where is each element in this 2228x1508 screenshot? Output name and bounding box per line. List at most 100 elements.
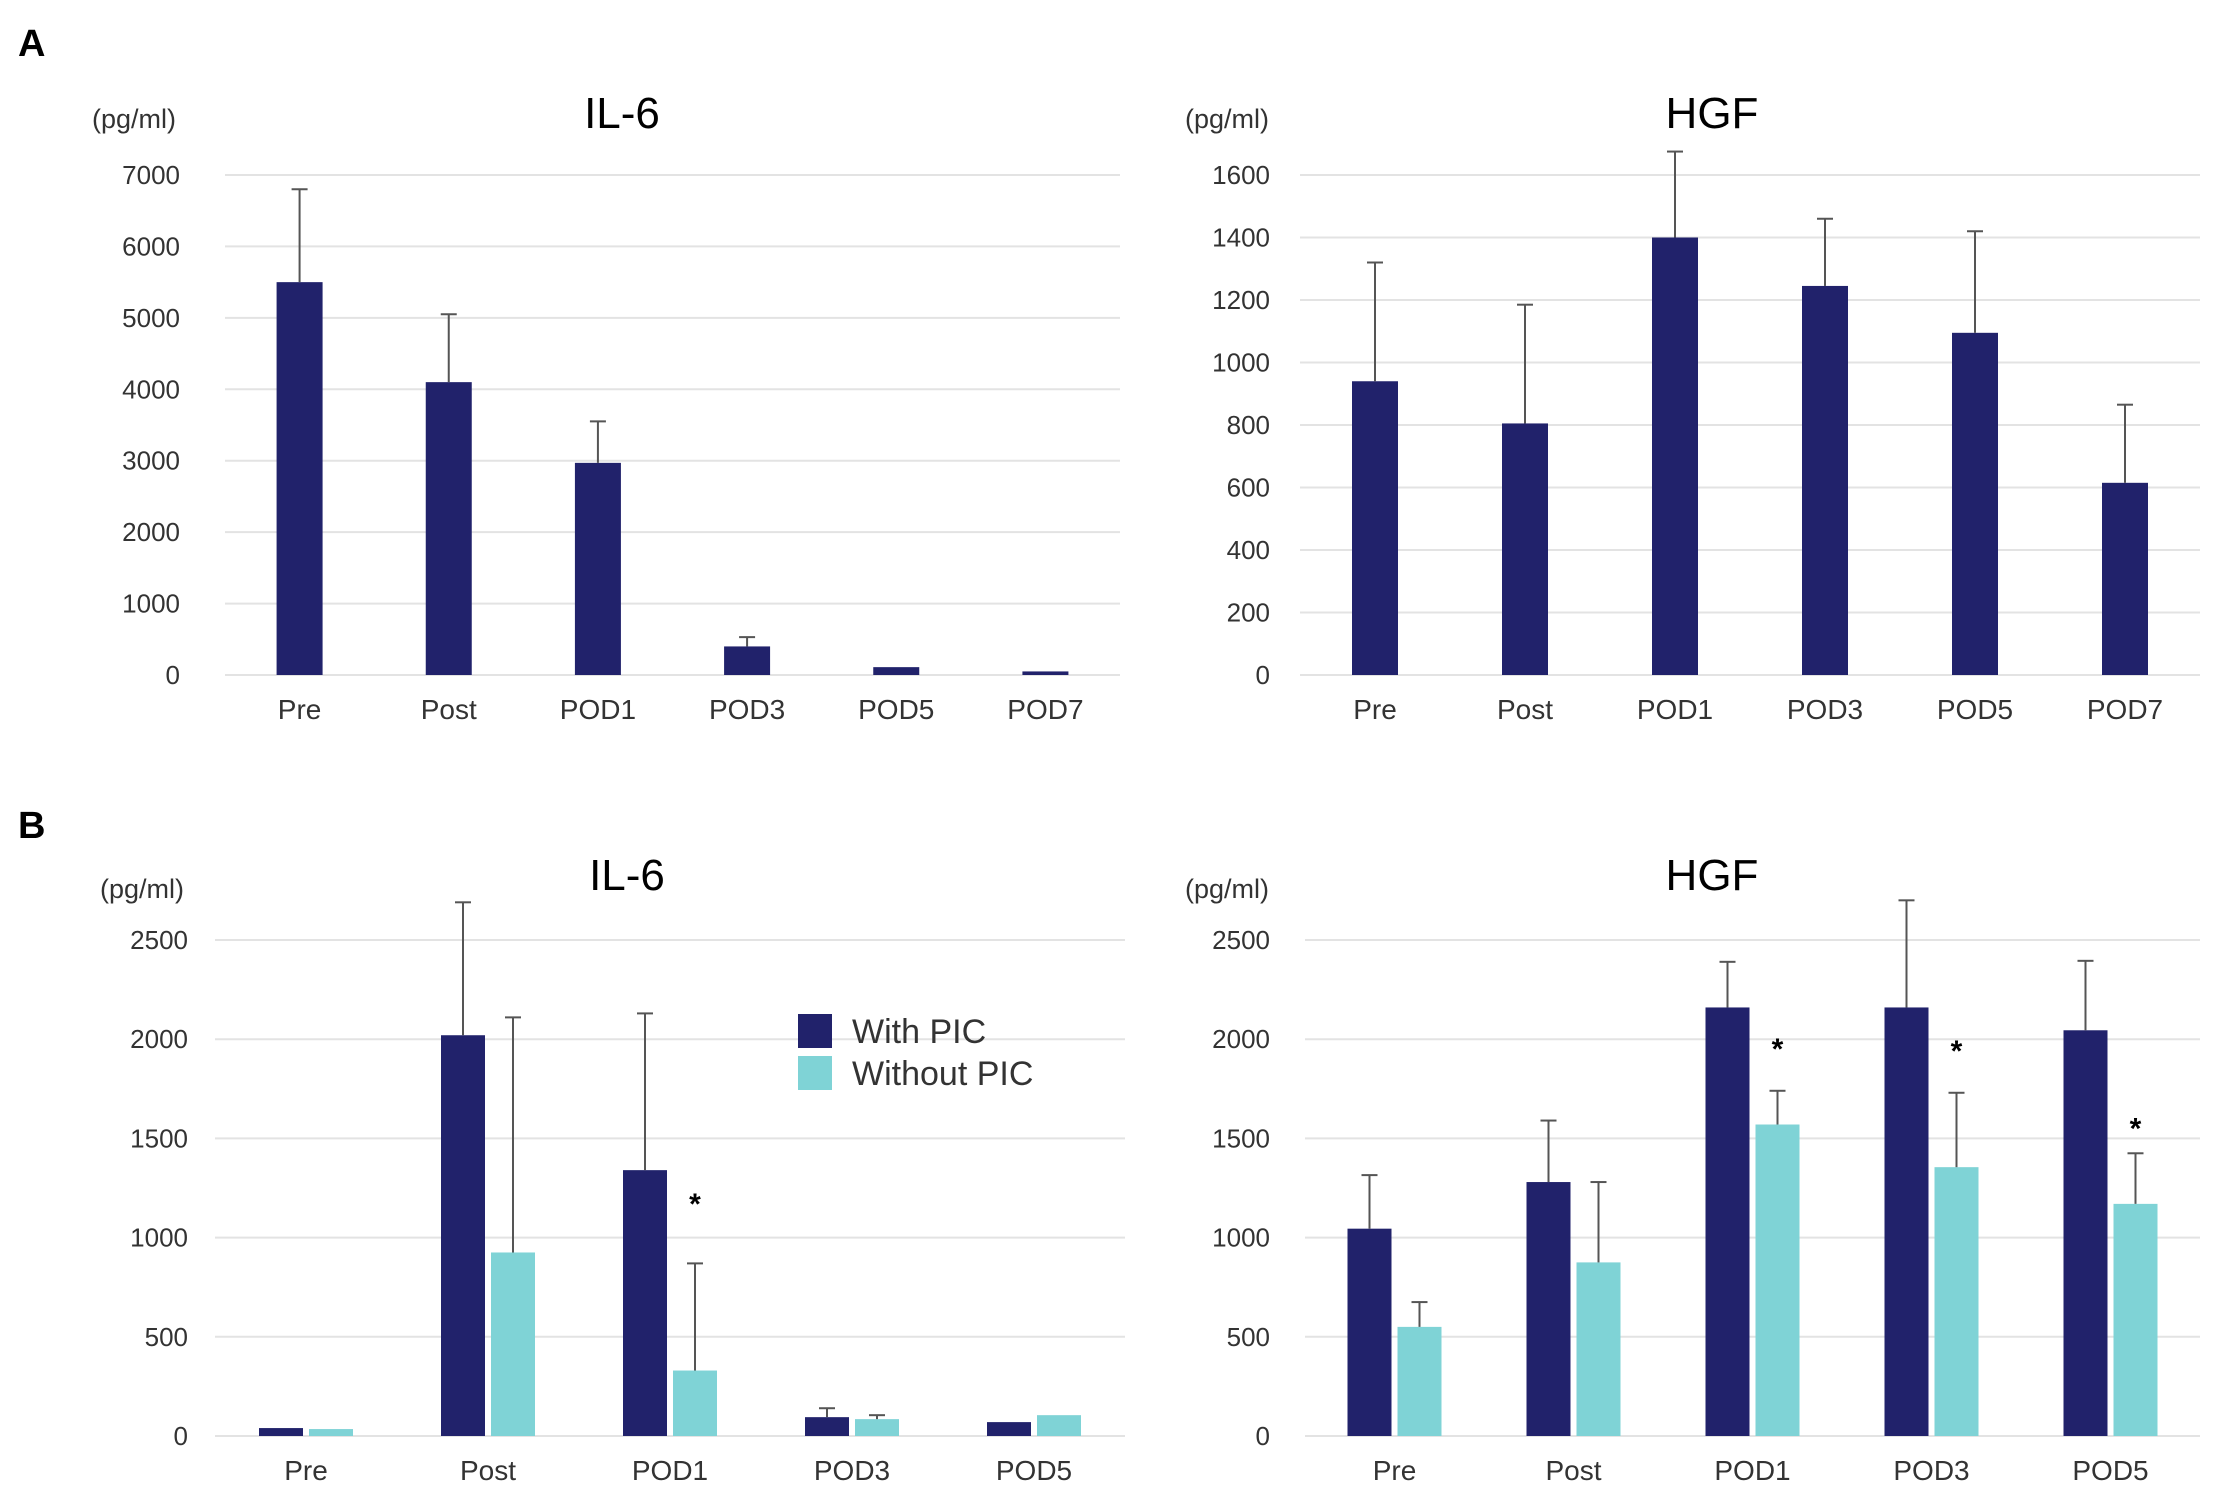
y-tick-label: 1500	[130, 1123, 188, 1153]
bar	[259, 1428, 303, 1436]
y-tick-label: 2000	[130, 1024, 188, 1054]
legend: With PIC Without PIC	[798, 1013, 1033, 1093]
y-tick-label: 0	[1256, 660, 1270, 690]
y-tick-label: 0	[1256, 1421, 1270, 1451]
chart-b-il6: IL-6 (pg/ml) 0 500 1000 1500 2000 2500 Pre Post PO…	[100, 851, 1125, 1486]
y-axis-unit: (pg/ml)	[100, 874, 184, 904]
legend-label-with-pic: With PIC	[852, 1013, 986, 1051]
y-tick-label: 400	[1227, 535, 1270, 565]
y-tick-label: 5000	[122, 303, 180, 333]
y-tick-label: 1400	[1212, 223, 1270, 253]
x-tick-label: Post	[1545, 1455, 1601, 1486]
x-tick-label: POD1	[1714, 1455, 1790, 1486]
y-tick-label: 3000	[122, 446, 180, 476]
x-tick-label: POD1	[632, 1455, 708, 1486]
bar	[2113, 1203, 2158, 1436]
chart-title: HGF	[1666, 89, 1759, 138]
bar	[724, 646, 771, 675]
bar	[1037, 1415, 1081, 1436]
y-axis-unit: (pg/ml)	[1185, 104, 1269, 134]
x-tick-label: Pre	[278, 694, 322, 725]
bar	[1347, 1228, 1392, 1436]
bar	[2102, 482, 2148, 675]
x-tick-label: POD5	[996, 1455, 1072, 1486]
bar	[1502, 423, 1548, 675]
chart-b-hgf: HGF (pg/ml) 0 500 1000 1500 2000 2500 Pre Post POD…	[1185, 851, 2200, 1486]
panel-label-a: A	[18, 23, 45, 65]
chart-a-hgf: HGF (pg/ml) 0 200 400 600 800 1000 1200 1400 1600 P…	[1185, 89, 2200, 725]
y-tick-label: 500	[145, 1322, 188, 1352]
x-tick-label: Post	[460, 1455, 516, 1486]
x-tick-label: POD3	[814, 1455, 890, 1486]
x-tick-label: POD3	[1893, 1455, 1969, 1486]
y-tick-label: 1000	[122, 589, 180, 619]
bar	[425, 382, 472, 675]
y-axis-unit: (pg/ml)	[1185, 874, 1269, 904]
bar	[855, 1419, 899, 1436]
bar	[673, 1370, 717, 1436]
bar	[1526, 1182, 1571, 1436]
bar	[873, 667, 920, 675]
significance-star: *	[1951, 1035, 1963, 1068]
y-tick-label: 1000	[1212, 1223, 1270, 1253]
x-tick-label: Pre	[1353, 694, 1397, 725]
x-tick-label: Pre	[284, 1455, 328, 1486]
bar	[491, 1252, 535, 1436]
chart-title: HGF	[1666, 851, 1759, 900]
bar	[1755, 1124, 1800, 1436]
significance-star: *	[1772, 1033, 1784, 1066]
y-tick-label: 0	[174, 1421, 188, 1451]
x-tick-label: POD5	[858, 694, 934, 725]
y-tick-label: 200	[1227, 598, 1270, 628]
y-tick-label: 6000	[122, 231, 180, 261]
y-tick-label: 0	[166, 660, 180, 690]
significance-star: *	[2130, 1113, 2142, 1146]
y-tick-label: 2000	[122, 517, 180, 547]
bar	[1022, 671, 1069, 675]
bar	[1652, 237, 1698, 675]
bar	[1884, 1007, 1929, 1436]
x-tick-label: POD7	[2087, 694, 2163, 725]
bar	[1802, 285, 1848, 675]
y-tick-label: 600	[1227, 473, 1270, 503]
legend-swatch-with-pic	[798, 1014, 832, 1048]
bar	[1705, 1007, 1750, 1436]
y-axis-unit: (pg/ml)	[92, 104, 176, 134]
x-tick-label: POD1	[1637, 694, 1713, 725]
y-tick-label: 2000	[1212, 1024, 1270, 1054]
y-tick-label: 7000	[122, 160, 180, 190]
y-tick-label: 1000	[130, 1223, 188, 1253]
bar	[1352, 381, 1398, 675]
y-tick-label: 2500	[130, 925, 188, 955]
significance-star: *	[689, 1188, 701, 1221]
legend-label-without-pic: Without PIC	[852, 1055, 1033, 1093]
bar	[2063, 1030, 2108, 1436]
y-tick-label: 4000	[122, 374, 180, 404]
x-tick-label: POD3	[1787, 694, 1863, 725]
panel-label-b: B	[18, 805, 45, 847]
y-tick-label: 1000	[1212, 348, 1270, 378]
bar	[1934, 1167, 1979, 1436]
y-tick-label: 500	[1227, 1322, 1270, 1352]
y-tick-label: 800	[1227, 410, 1270, 440]
chart-a-il6: IL-6 (pg/ml) 0 1000 2000 3000 4000 5000 6000 7000…	[92, 89, 1120, 725]
chart-title: IL-6	[589, 851, 665, 900]
bar	[276, 282, 323, 675]
y-tick-label: 1200	[1212, 285, 1270, 315]
bar	[441, 1035, 485, 1436]
x-tick-label: Post	[421, 694, 477, 725]
bar	[309, 1429, 353, 1436]
y-tick-label: 1500	[1212, 1123, 1270, 1153]
bar	[1576, 1262, 1621, 1436]
x-tick-label: POD3	[709, 694, 785, 725]
y-tick-label: 2500	[1212, 925, 1270, 955]
x-tick-label: POD5	[1937, 694, 2013, 725]
y-tick-label: 1600	[1212, 160, 1270, 190]
x-tick-label: POD1	[560, 694, 636, 725]
bar	[1952, 332, 1998, 675]
bar	[805, 1417, 849, 1436]
x-tick-label: Post	[1497, 694, 1553, 725]
bar	[574, 462, 621, 675]
legend-swatch-without-pic	[798, 1056, 832, 1090]
